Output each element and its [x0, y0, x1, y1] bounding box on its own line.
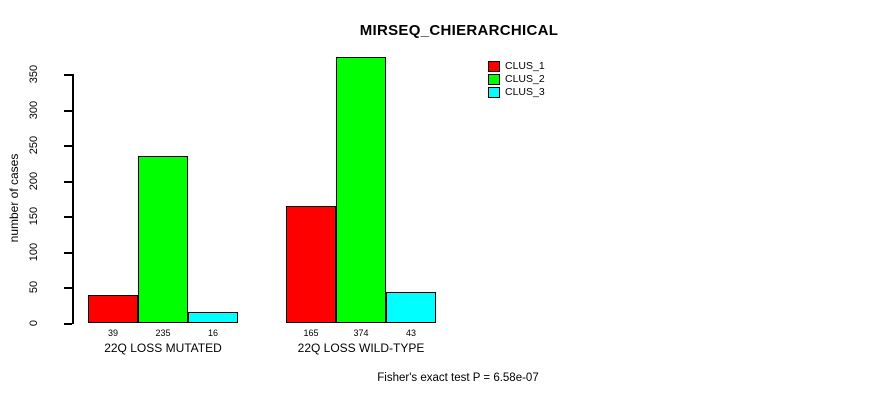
y-tick: [64, 181, 72, 183]
x-group-label: 22Q LOSS MUTATED: [104, 341, 222, 355]
legend-item-clus_2: CLUS_2: [488, 73, 545, 86]
y-tick: [64, 74, 72, 76]
caption: Fisher's exact test P = 6.58e-07: [377, 372, 539, 384]
bar-value-label: 43: [405, 328, 416, 338]
legend-swatch-icon: [488, 74, 500, 85]
x-group-label: 22Q LOSS WILD-TYPE: [297, 341, 425, 355]
legend-label: CLUS_2: [505, 73, 545, 85]
y-tick: [64, 287, 72, 289]
y-tick: [64, 323, 72, 325]
bar-clus_2-group1: [138, 156, 188, 323]
bar-value-label: 374: [353, 328, 369, 338]
legend: CLUS_1 CLUS_2 CLUS_3: [488, 60, 545, 99]
bar-clus_3-group1: [188, 312, 238, 323]
y-tick: [64, 252, 72, 254]
legend-item-clus_3: CLUS_3: [488, 86, 545, 99]
legend-item-clus_1: CLUS_1: [488, 60, 545, 73]
y-tick: [64, 110, 72, 112]
y-axis-title: number of cases: [7, 153, 21, 243]
chart-title: MIRSEQ_CHIERARCHICAL: [359, 22, 559, 39]
bar-clus_2-group2: [336, 57, 386, 323]
bar-clus_1-group2: [286, 206, 336, 323]
legend-label: CLUS_1: [505, 60, 545, 72]
bar-value-label: 16: [207, 328, 218, 338]
legend-swatch-icon: [488, 87, 500, 98]
bar-clus_3-group2: [386, 292, 436, 323]
bar-value-label: 235: [155, 328, 171, 338]
y-tick-label: 350: [28, 64, 40, 84]
bar-value-label: 165: [303, 328, 319, 338]
legend-label: CLUS_3: [505, 86, 545, 98]
y-tick: [64, 216, 72, 218]
y-axis-line: [72, 74, 74, 324]
y-tick: [64, 145, 72, 147]
legend-swatch-icon: [488, 61, 500, 72]
bar-clus_1-group1: [88, 295, 138, 323]
bar-value-label: 39: [107, 328, 118, 338]
